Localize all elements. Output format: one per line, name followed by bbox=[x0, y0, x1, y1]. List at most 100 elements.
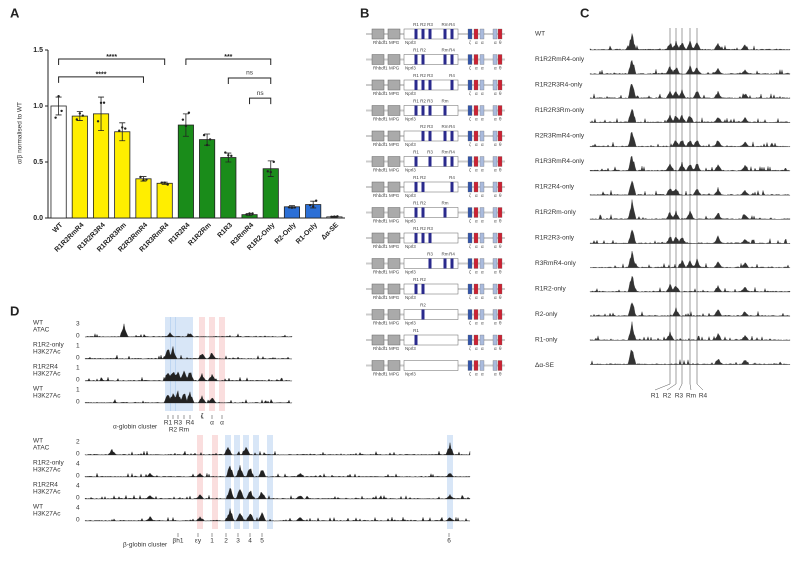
error-bar bbox=[119, 122, 126, 142]
globin-label: ζ bbox=[469, 142, 471, 147]
scale-min: 0 bbox=[76, 333, 80, 340]
replicate-dot bbox=[163, 181, 166, 184]
replicate-dot bbox=[202, 133, 206, 137]
globin-box bbox=[473, 54, 479, 65]
globin-box bbox=[467, 181, 473, 193]
globin-label: θ bbox=[499, 66, 502, 71]
bar bbox=[50, 105, 67, 219]
signal-track bbox=[589, 155, 791, 172]
replicate-dot bbox=[230, 154, 233, 158]
construct-name: R1-only bbox=[535, 337, 558, 344]
feature-label: α bbox=[210, 420, 214, 427]
globin-label: ζ bbox=[469, 91, 471, 96]
globin-label: α bbox=[475, 346, 478, 351]
globin-box bbox=[467, 258, 473, 269]
gene-box bbox=[371, 258, 385, 269]
replicate-dot bbox=[54, 116, 57, 119]
gene-label: MPG bbox=[389, 219, 400, 224]
signal-track bbox=[589, 250, 791, 269]
replicate-dot bbox=[81, 114, 85, 117]
globin-label: θ bbox=[499, 244, 502, 249]
feature-label: 1 bbox=[210, 538, 214, 545]
gene-label: MPG bbox=[389, 66, 400, 71]
significance-bracket bbox=[58, 76, 144, 83]
enhancer bbox=[428, 29, 432, 39]
enhancer bbox=[421, 309, 425, 320]
gene-label: Rhbdf1 bbox=[373, 193, 388, 198]
globin-label: α bbox=[481, 321, 484, 326]
globin-label: α bbox=[494, 40, 497, 45]
globin-label: ζ bbox=[469, 270, 471, 275]
gene-label: MPG bbox=[389, 244, 400, 249]
element-label: R1 bbox=[651, 393, 660, 400]
globin-label: α bbox=[475, 168, 478, 173]
construct-name: R2-only bbox=[535, 311, 558, 318]
highlight-band bbox=[199, 317, 205, 411]
enhancer-label: Rm bbox=[442, 150, 449, 155]
globin-label: α bbox=[475, 142, 478, 147]
globin-label: α bbox=[481, 346, 484, 351]
x-tick-label: Δα-SE bbox=[320, 222, 340, 242]
gene-label: MPG bbox=[389, 270, 400, 275]
replicate-dot bbox=[272, 160, 275, 164]
highlight-band bbox=[253, 435, 259, 529]
track-label: WT bbox=[33, 504, 43, 511]
gene-box bbox=[403, 54, 459, 65]
signal-track bbox=[589, 229, 791, 244]
signal-track bbox=[589, 180, 791, 196]
gene-box bbox=[387, 105, 401, 116]
scale-min: 0 bbox=[76, 517, 80, 524]
replicate-dot bbox=[124, 127, 127, 130]
enhancer-label: R3 bbox=[427, 22, 433, 27]
enhancer-label: Rm bbox=[442, 99, 449, 104]
gene-box bbox=[387, 79, 401, 91]
highlight-band bbox=[447, 435, 453, 529]
enhancer-label: R4 bbox=[449, 252, 455, 257]
feature-label: 5 bbox=[260, 538, 264, 545]
enhancer bbox=[421, 131, 425, 141]
enhancer bbox=[428, 80, 432, 90]
enhancer-label: R2 bbox=[420, 201, 426, 206]
replicate-dot bbox=[102, 101, 106, 104]
globin-box bbox=[492, 130, 498, 142]
construct-name: R2R3RmR4-only bbox=[535, 133, 585, 140]
significance-bracket bbox=[185, 58, 272, 65]
construct-name: R1R2RmR4-only bbox=[535, 56, 585, 63]
gene-box bbox=[403, 334, 459, 346]
signal-track bbox=[589, 321, 791, 341]
feature-label: R1 bbox=[164, 420, 173, 427]
x-tick-label: R2-Only bbox=[274, 222, 298, 246]
track-label: R1R2R4 bbox=[33, 364, 58, 371]
globin-box bbox=[492, 207, 498, 218]
globin-label: ζ bbox=[469, 219, 471, 224]
enhancer bbox=[428, 233, 432, 243]
enhancer bbox=[450, 54, 454, 65]
enhancer-label: Rm bbox=[442, 48, 449, 53]
globin-box bbox=[467, 105, 473, 116]
construct-name: R1R2Rm-only bbox=[535, 209, 577, 216]
highlight-band bbox=[175, 317, 181, 411]
enhancer-label: R4 bbox=[449, 22, 455, 27]
globin-box bbox=[479, 79, 485, 91]
enhancer bbox=[414, 54, 418, 65]
panel-label: A bbox=[10, 5, 20, 20]
replicate-dot bbox=[311, 205, 315, 208]
gene-label: Rhbdf1 bbox=[373, 117, 388, 122]
construct-name: R1R2R3Rm-only bbox=[535, 107, 585, 114]
construct-name: R1R3RmR4-only bbox=[535, 158, 585, 165]
gene-box bbox=[403, 207, 459, 218]
highlight-band bbox=[267, 435, 273, 529]
replicate-dot bbox=[184, 124, 188, 128]
globin-label: ζ bbox=[469, 244, 471, 249]
enhancer-label: R3 bbox=[427, 226, 433, 231]
enhancer-label: R2 bbox=[420, 303, 426, 308]
y-tick-label: 0.0 bbox=[33, 215, 43, 222]
enhancer-label: R1 bbox=[413, 277, 419, 282]
gene-label: Nprl3 bbox=[405, 168, 416, 173]
replicate-dot bbox=[290, 206, 294, 210]
feature-label: R2 bbox=[169, 427, 178, 434]
scale-max: 2 bbox=[76, 439, 80, 446]
gene-label: MPG bbox=[389, 321, 400, 326]
